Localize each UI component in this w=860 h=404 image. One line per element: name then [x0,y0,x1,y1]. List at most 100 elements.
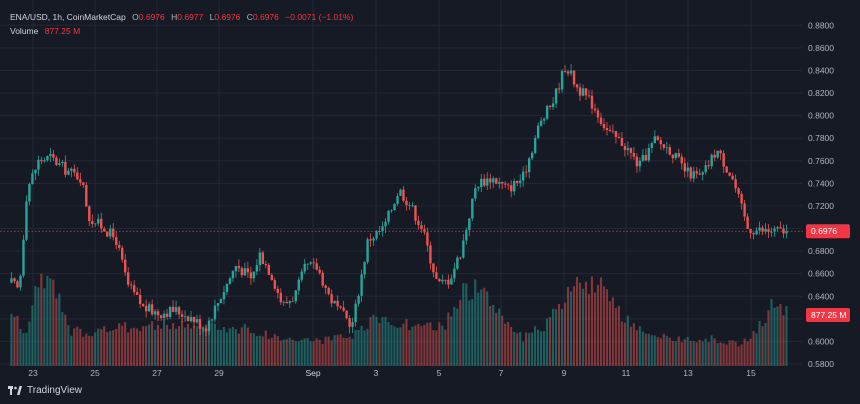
candle-body [737,188,740,194]
volume-bar [710,335,713,366]
low-label: L [209,12,215,22]
candle-body [453,268,456,279]
volume-bar [671,340,674,366]
volume-bar [617,305,620,366]
volume-bar [779,304,782,366]
candle-body [153,311,157,315]
candle-body [611,130,615,132]
candle-body [716,150,719,158]
volume-bar [480,289,483,366]
candle-body [557,88,561,90]
candle-body [103,228,106,232]
volume-bar [680,342,683,366]
volume-bar [276,336,279,366]
candle-body [447,279,450,285]
volume-bar [22,333,25,366]
candle-body [97,218,100,224]
volume-bar [483,287,486,366]
candle-body [25,201,28,240]
volume-bar [210,322,213,366]
volume-bar [192,325,196,366]
candle-body [264,264,268,266]
candle-body [758,227,761,231]
volume-bar [177,326,181,366]
candle-body [450,278,453,285]
high-label: H [171,12,178,22]
volume-bar [566,286,570,366]
volume-bar [563,302,567,366]
candle-body [542,118,546,121]
volume-bar [171,322,175,366]
candle-body [237,265,241,269]
candle-body [408,205,411,207]
price-tick-label: 0.7200 [808,201,834,211]
volume-bar [528,333,531,366]
candle-body [243,268,247,276]
candle-body [34,169,37,174]
volume-bar [285,339,288,366]
candle-body [665,147,669,148]
candle-body [498,181,501,184]
volume-bar [157,325,160,366]
candle-body [689,167,692,179]
volume-bar [653,335,656,366]
candle-body [300,271,303,280]
candle-body [198,319,202,329]
volume-bar [112,330,115,366]
candle-body [363,262,366,275]
volume-bar [501,315,504,366]
candle-body [435,272,438,279]
high-value: 0.6977 [177,12,204,22]
volume-bar [207,328,210,366]
volume-bar [201,326,204,366]
volume-bar [540,331,543,366]
candle-body [644,154,648,161]
volume-bar [725,344,728,366]
volume-bar [67,325,70,366]
candle-body [327,287,330,295]
candle-body [219,299,223,304]
candle-body [776,227,779,229]
candle-body [779,227,782,229]
volume-bar [531,332,534,366]
candle-body [575,84,579,88]
volume-bar [635,330,638,366]
candle-body [662,144,666,148]
candle-body [330,294,333,304]
price-tick-label: 0.6800 [808,246,834,256]
candle-body [530,152,534,159]
candle-body [118,245,121,248]
volume-bar [279,340,282,366]
candle-body [501,181,504,184]
volume-bar [593,292,596,366]
candle-body [321,272,324,286]
price-tick-label: 0.7800 [808,133,834,143]
tradingview-logo[interactable]: TradingView [8,385,82,396]
volume-bar [632,323,635,366]
volume-bar [552,308,555,366]
volume-bar [516,333,519,366]
candle-body [707,165,710,167]
volume-bar [136,328,139,366]
candle-body [168,306,172,317]
volume-bar [662,333,665,366]
volume-bar [166,324,169,366]
volume-bar [366,328,369,366]
candle-body [288,301,291,304]
volume-bar [435,330,438,366]
candle-body [477,187,480,189]
candle-body [650,143,654,149]
volume-bar [746,341,749,366]
volume-bar [731,340,734,366]
candle-body [249,272,253,279]
volume-bar [375,316,378,366]
volume-bar [405,319,408,366]
candle-body [16,281,19,288]
volume-bar [740,344,743,366]
symbol-title[interactable]: ENA/USD, 1h, CoinMarketCap [10,12,126,22]
candle-body [584,88,588,96]
time-axis[interactable]: 23 25 27 29 Sep 3 5 7 9 11 13 15 [28,368,756,378]
candle-body [384,221,387,227]
candle-body [82,182,85,185]
